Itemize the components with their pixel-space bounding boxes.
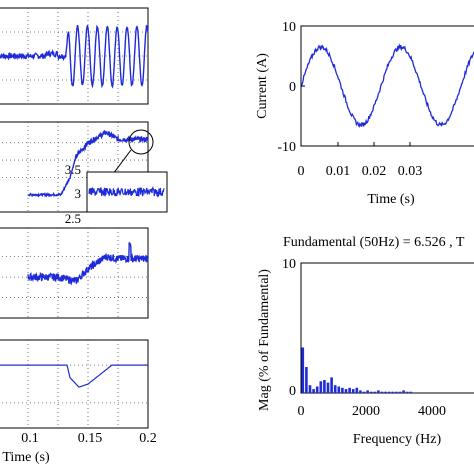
left-panel-4-frame	[0, 339, 149, 429]
fft-bar	[380, 391, 384, 393]
left-panel-2-frame	[0, 121, 149, 213]
fft-bar	[359, 390, 362, 393]
fft-bar	[315, 386, 319, 393]
left-panel-2: 3.5 3 2.5	[0, 121, 168, 226]
fft-bar	[402, 390, 405, 393]
fft-y-tick-1: 10	[282, 257, 296, 272]
fft-bar	[326, 382, 330, 393]
fft-bar	[319, 381, 323, 393]
current-plot-frame	[300, 25, 474, 147]
fft-x-tick-2: 2000	[352, 404, 380, 419]
fft-bars	[301, 347, 413, 393]
fft-title: Fundamental (50Hz) = 6.526 , T	[283, 235, 465, 250]
fft-bar	[348, 387, 351, 393]
fft-bar	[384, 391, 387, 393]
inset-tick-2: 3	[75, 186, 82, 201]
left-panel-1	[0, 7, 149, 105]
fft-bar	[405, 391, 409, 393]
left-panel-4-grid	[0, 340, 148, 428]
fft-bar	[330, 377, 333, 393]
fft-bar	[398, 391, 402, 393]
fft-bar	[305, 367, 308, 393]
inset-tick-1: 3.5	[65, 162, 81, 177]
current-y-tick-2: 0	[289, 80, 296, 95]
current-y-label: Current (A)	[255, 53, 270, 119]
fft-bar	[366, 390, 369, 393]
fft-bar	[373, 391, 377, 393]
left-panel-3-grid	[0, 228, 148, 318]
current-x-tick-3: 0.02	[362, 164, 387, 179]
fft-x-tick-1: 0	[298, 404, 305, 419]
fft-x-label: Frequency (Hz)	[353, 432, 442, 447]
fft-bar	[355, 387, 359, 393]
fft-bar	[333, 385, 337, 393]
left-panel-3-trace	[27, 242, 149, 286]
fft-bar	[301, 347, 305, 393]
fft-bar	[351, 389, 355, 393]
left-x-tick-1: 0.1	[21, 431, 39, 446]
fft-bar	[387, 391, 391, 393]
current-x-tick-4: 0.03	[398, 164, 423, 179]
left-x-tick-2: 0.15	[78, 431, 103, 446]
current-x-label: Time (s)	[367, 192, 415, 207]
fft-bar	[391, 391, 395, 393]
left-panel-1-frame	[0, 7, 149, 105]
current-plot: 10 0 -10 0 0.01 0.02 0.03 Time (s) Curre…	[255, 20, 474, 207]
fft-bar	[337, 386, 341, 393]
zoom-circle	[128, 129, 154, 155]
left-panel-1-trace	[0, 24, 149, 89]
inset-trace	[88, 185, 165, 198]
current-x-tick-1: 0	[298, 164, 305, 179]
fft-x-tick-3: 4000	[418, 404, 446, 419]
current-y-tick-3: -10	[277, 140, 296, 155]
current-x-tick-2: 0.01	[326, 164, 351, 179]
fft-bar	[341, 387, 344, 393]
left-x-tick-3: 0.2	[139, 431, 157, 446]
left-panel-2-trace	[27, 130, 149, 198]
current-y-tick-1: 10	[282, 20, 296, 35]
inset-tick-3: 2.5	[65, 211, 81, 226]
fft-bar	[377, 390, 380, 393]
fft-bar	[395, 391, 398, 393]
left-panel-4: 0.1 0.15 0.2 Time (s)	[0, 339, 157, 465]
fft-plot: Fundamental (50Hz) = 6.526 , T 10 0 0 20…	[257, 235, 474, 447]
fft-bar	[362, 391, 366, 393]
fft-bar	[369, 391, 373, 393]
current-trace	[300, 43, 474, 128]
left-panel-4-trace	[0, 364, 148, 388]
fft-bar	[344, 389, 348, 393]
fft-plot-frame	[300, 262, 474, 394]
left-panel-3	[0, 227, 149, 319]
left-x-label: Time (s)	[2, 450, 50, 465]
current-ticks	[301, 85, 411, 146]
fft-bar	[308, 385, 312, 393]
left-panel-3-frame	[0, 227, 149, 319]
fft-y-tick-2: 0	[289, 384, 296, 399]
fft-bar	[409, 391, 413, 393]
fft-bar	[323, 380, 326, 393]
fft-y-label: Mag (% of Fundamental)	[257, 269, 272, 411]
fft-bar	[312, 389, 315, 393]
